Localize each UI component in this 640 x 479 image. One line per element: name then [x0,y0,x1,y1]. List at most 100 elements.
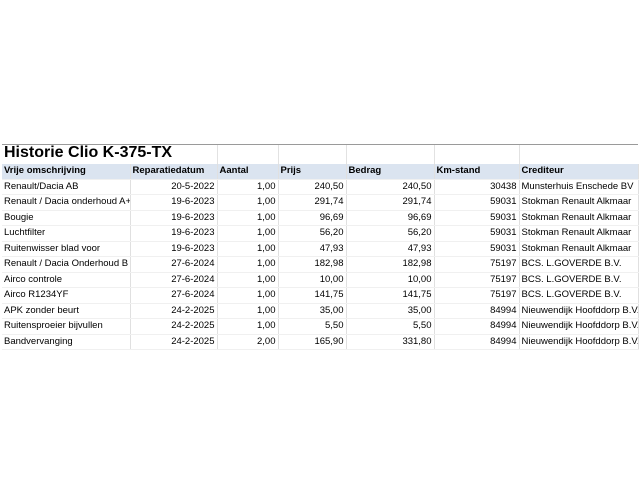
cell-prijs[interactable]: 10,00 [278,272,347,288]
cell-prijs[interactable]: 96,69 [278,210,347,226]
table-row: Renault/Dacia AB 20-5-2022 1,00 240,50 240,5… [2,179,639,195]
cell-crediteur[interactable]: BCS. L.GOVERDE B.V. [519,272,639,288]
cell-reparatiedatum[interactable]: 24-2-2025 [130,303,218,319]
cell-crediteur[interactable]: Stokman Renault Alkmaar [519,210,639,226]
column-header-prijs[interactable]: Prijs [278,164,347,180]
cell-crediteur[interactable]: Munsterhuis Enschede BV [519,179,639,195]
cell-km-stand[interactable]: 59031 [434,241,520,257]
cell-bedrag[interactable]: 5,50 [346,318,435,335]
column-header-omschrijving[interactable]: Vrije omschrijving [2,164,131,180]
cell-reparatiedatum[interactable]: 27-6-2024 [130,256,218,273]
cell-bedrag[interactable]: 10,00 [346,272,435,288]
cell-prijs[interactable]: 291,74 [278,194,347,211]
cell-omschrijving[interactable]: Ruitensproeier bijvullen [2,318,131,335]
cell-omschrijving[interactable]: APK zonder beurt [2,303,131,319]
column-header-km-stand[interactable]: Km-stand [434,164,520,180]
cell-aantal[interactable]: 1,00 [217,179,279,195]
cell-reparatiedatum[interactable]: 19-6-2023 [130,241,218,257]
cell-prijs[interactable]: 5,50 [278,318,347,335]
cell-aantal[interactable]: 1,00 [217,256,279,273]
cell-omschrijving[interactable]: Renault / Dacia Onderhoud B [2,256,131,273]
cell-bedrag[interactable]: 56,20 [346,225,435,242]
cell-aantal[interactable]: 1,00 [217,318,279,335]
history-table: Vrije omschrijving Reparatiedatum Aantal Pr… [2,164,639,350]
cell-bedrag[interactable]: 291,74 [346,194,435,211]
cell-omschrijving[interactable]: Airco controle [2,272,131,288]
cell-aantal[interactable]: 1,00 [217,210,279,226]
cell-crediteur[interactable]: BCS. L.GOVERDE B.V. [519,287,639,304]
cell-reparatiedatum[interactable]: 20-5-2022 [130,179,218,195]
table-row: Bandvervanging 24-2-2025 2,00 165,90 331,80 8… [2,334,639,350]
cell-bedrag[interactable]: 182,98 [346,256,435,273]
column-header-reparatiedatum[interactable]: Reparatiedatum [130,164,218,180]
cell-prijs[interactable]: 240,50 [278,179,347,195]
cell-reparatiedatum[interactable]: 19-6-2023 [130,210,218,226]
title-row: Historie Clio K-375-TX [2,144,638,164]
cell-km-stand[interactable]: 30438 [434,179,520,195]
cell-bedrag[interactable]: 96,69 [346,210,435,226]
column-header-crediteur[interactable]: Crediteur [519,164,639,180]
cell-crediteur[interactable]: Nieuwendijk Hoofddorp B.V. [519,303,639,319]
cell-km-stand[interactable]: 59031 [434,194,520,211]
cell-crediteur[interactable]: Stokman Renault Alkmaar [519,194,639,211]
cell-crediteur[interactable]: Nieuwendijk Hoofddorp B.V. [519,318,639,335]
cell-reparatiedatum[interactable]: 27-6-2024 [130,287,218,304]
cell-aantal[interactable]: 1,00 [217,225,279,242]
cell-km-stand[interactable]: 59031 [434,210,520,226]
table-row: APK zonder beurt 24-2-2025 1,00 35,00 35,00 8… [2,303,639,319]
header-row: Vrije omschrijving Reparatiedatum Aantal Pr… [2,164,639,180]
cell-km-stand[interactable]: 75197 [434,287,520,304]
cell-km-stand[interactable]: 84994 [434,334,520,350]
cell-aantal[interactable]: 1,00 [217,194,279,211]
table-row: Airco controle 27-6-2024 1,00 10,00 10,00 751… [2,272,639,288]
cell-prijs[interactable]: 47,93 [278,241,347,257]
column-header-aantal[interactable]: Aantal [217,164,279,180]
cell-omschrijving[interactable]: Luchtfilter [2,225,131,242]
table-row: Luchtfilter 19-6-2023 1,00 56,20 56,20 59031 S… [2,225,639,242]
cell-prijs[interactable]: 35,00 [278,303,347,319]
cell-crediteur[interactable]: Nieuwendijk Hoofddorp B.V. [519,334,639,350]
cell-prijs[interactable]: 165,90 [278,334,347,350]
cell-km-stand[interactable]: 75197 [434,272,520,288]
cell-prijs[interactable]: 56,20 [278,225,347,242]
cell-crediteur[interactable]: Stokman Renault Alkmaar [519,241,639,257]
cell-bedrag[interactable]: 331,80 [346,334,435,350]
cell-crediteur[interactable]: Stokman Renault Alkmaar [519,225,639,242]
cell-reparatiedatum[interactable]: 19-6-2023 [130,225,218,242]
cell-reparatiedatum[interactable]: 24-2-2025 [130,318,218,335]
table-row: Renault / Dacia onderhoud A+ 19-6-2023 1,0… [2,194,639,211]
table-row: Bougie 19-6-2023 1,00 96,69 96,69 59031 Stokma… [2,210,639,226]
table-row: Airco R1234YF 27-6-2024 1,00 141,75 141,75 75… [2,287,639,304]
sheet-title[interactable]: Historie Clio K-375-TX [4,144,173,161]
table-row: Ruitenwisser blad voor 19-6-2023 1,00 47,93… [2,241,639,257]
cell-km-stand[interactable]: 59031 [434,225,520,242]
cell-prijs[interactable]: 141,75 [278,287,347,304]
column-header-bedrag[interactable]: Bedrag [346,164,435,180]
cell-omschrijving[interactable]: Bougie [2,210,131,226]
cell-omschrijving[interactable]: Renault/Dacia AB [2,179,131,195]
cell-km-stand[interactable]: 84994 [434,303,520,319]
table-row: Ruitensproeier bijvullen 24-2-2025 1,00 5,5… [2,318,639,335]
cell-bedrag[interactable]: 47,93 [346,241,435,257]
cell-aantal[interactable]: 1,00 [217,303,279,319]
cell-omschrijving[interactable]: Ruitenwisser blad voor [2,241,131,257]
table-row: Renault / Dacia Onderhoud B 27-6-2024 1,00… [2,256,639,273]
cell-km-stand[interactable]: 84994 [434,318,520,335]
cell-reparatiedatum[interactable]: 24-2-2025 [130,334,218,350]
cell-aantal[interactable]: 1,00 [217,241,279,257]
cell-reparatiedatum[interactable]: 19-6-2023 [130,194,218,211]
cell-bedrag[interactable]: 240,50 [346,179,435,195]
cell-omschrijving[interactable]: Renault / Dacia onderhoud A+ [2,194,131,211]
cell-aantal[interactable]: 1,00 [217,287,279,304]
cell-bedrag[interactable]: 35,00 [346,303,435,319]
cell-crediteur[interactable]: BCS. L.GOVERDE B.V. [519,256,639,273]
spreadsheet: Historie Clio K-375-TX Vrije omschrijvin… [2,144,639,350]
cell-omschrijving[interactable]: Airco R1234YF [2,287,131,304]
cell-km-stand[interactable]: 75197 [434,256,520,273]
cell-aantal[interactable]: 1,00 [217,272,279,288]
cell-reparatiedatum[interactable]: 27-6-2024 [130,272,218,288]
cell-prijs[interactable]: 182,98 [278,256,347,273]
cell-aantal[interactable]: 2,00 [217,334,279,350]
cell-omschrijving[interactable]: Bandvervanging [2,334,131,350]
cell-bedrag[interactable]: 141,75 [346,287,435,304]
